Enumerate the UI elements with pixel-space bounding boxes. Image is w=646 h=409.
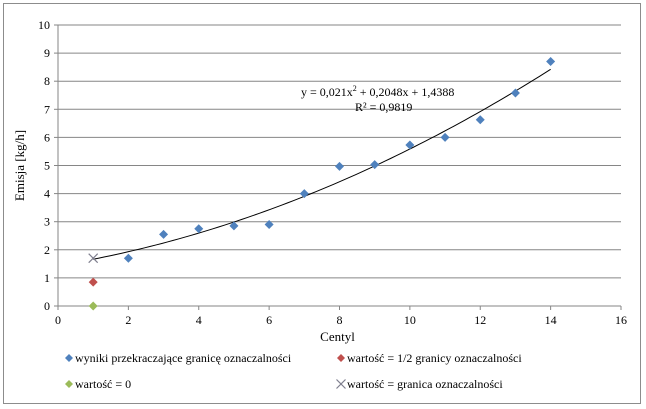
legend-item: wartość = granica oznaczalności [336, 377, 503, 391]
x-tick-label: 4 [196, 313, 202, 327]
x-tick-label: 6 [266, 313, 272, 327]
data-point-series-1 [440, 132, 450, 142]
data-point-series-1 [123, 253, 133, 263]
data-point-series-1 [264, 220, 274, 230]
y-tick-label: 0 [44, 299, 50, 313]
gridlines [58, 24, 621, 279]
data-point-series-1 [475, 115, 485, 125]
legend-label: wartość = 0 [75, 377, 131, 391]
legend-marker [337, 354, 345, 362]
r-squared-label: R² = 0,9819 [355, 100, 412, 114]
x-tick-label: 12 [474, 313, 486, 327]
data-point-series-1 [229, 221, 239, 231]
data-point-series-2 [88, 277, 98, 287]
equation-exponent: 2 [353, 84, 357, 93]
x-tick-label: 14 [545, 313, 557, 327]
data-point-series-1 [510, 88, 520, 98]
data-point-series-1 [159, 229, 169, 239]
data-point-series-1 [405, 140, 415, 150]
x-tick-label: 0 [55, 313, 61, 327]
legend-label: wyniki przekraczające granicę oznaczalno… [75, 351, 292, 365]
legend-item: wartość = 1/2 granicy oznaczalności [337, 351, 522, 365]
y-tick-label: 9 [44, 46, 50, 60]
x-tick-label: 16 [615, 313, 627, 327]
legend-marker [65, 380, 73, 388]
y-tick-label: 4 [44, 187, 50, 201]
legend-label: wartość = 1/2 granicy oznaczalności [347, 351, 522, 365]
x-axis-title: Centyl [320, 329, 355, 344]
data-point-series-4 [88, 253, 99, 264]
data-point-series-1 [370, 160, 380, 170]
chart-frame [3, 3, 641, 404]
y-tick-label: 3 [44, 215, 50, 229]
legend-marker [336, 379, 346, 389]
x-tick-label: 2 [125, 313, 131, 327]
legend-item: wyniki przekraczające granicę oznaczalno… [65, 351, 292, 365]
y-tick-label: 5 [44, 159, 50, 173]
legend: wyniki przekraczające granicę oznaczalno… [65, 351, 522, 391]
y-axis-title: Emisja [kg/h] [12, 130, 27, 201]
y-tick-label: 1 [44, 271, 50, 285]
y-tick-label: 8 [44, 74, 50, 88]
axes [54, 24, 622, 310]
data-points [88, 57, 556, 311]
equation-rest: + 0,2048x + 1,4388 [357, 85, 455, 99]
trendline-group [93, 68, 551, 260]
data-point-series-1 [299, 189, 309, 199]
legend-item: wartość = 0 [65, 377, 131, 391]
y-tick-label: 10 [38, 18, 50, 32]
y-tick-label: 2 [44, 243, 50, 257]
x-tick-label: 8 [337, 313, 343, 327]
y-tick-label: 7 [44, 102, 50, 116]
legend-marker [65, 354, 73, 362]
data-point-series-1 [546, 57, 556, 67]
y-tick-label: 6 [44, 130, 50, 144]
equation-prefix: y = 0,021x [301, 85, 353, 99]
trendline [93, 68, 551, 260]
legend-label: wartość = granica oznaczalności [347, 377, 503, 391]
data-point-series-3 [88, 301, 98, 311]
x-tick-label: 10 [404, 313, 416, 327]
data-point-series-1 [335, 161, 344, 171]
data-point-series-1 [194, 224, 204, 234]
trendline-equation: y = 0,021x2 + 0,2048x + 1,4388 [301, 84, 454, 99]
